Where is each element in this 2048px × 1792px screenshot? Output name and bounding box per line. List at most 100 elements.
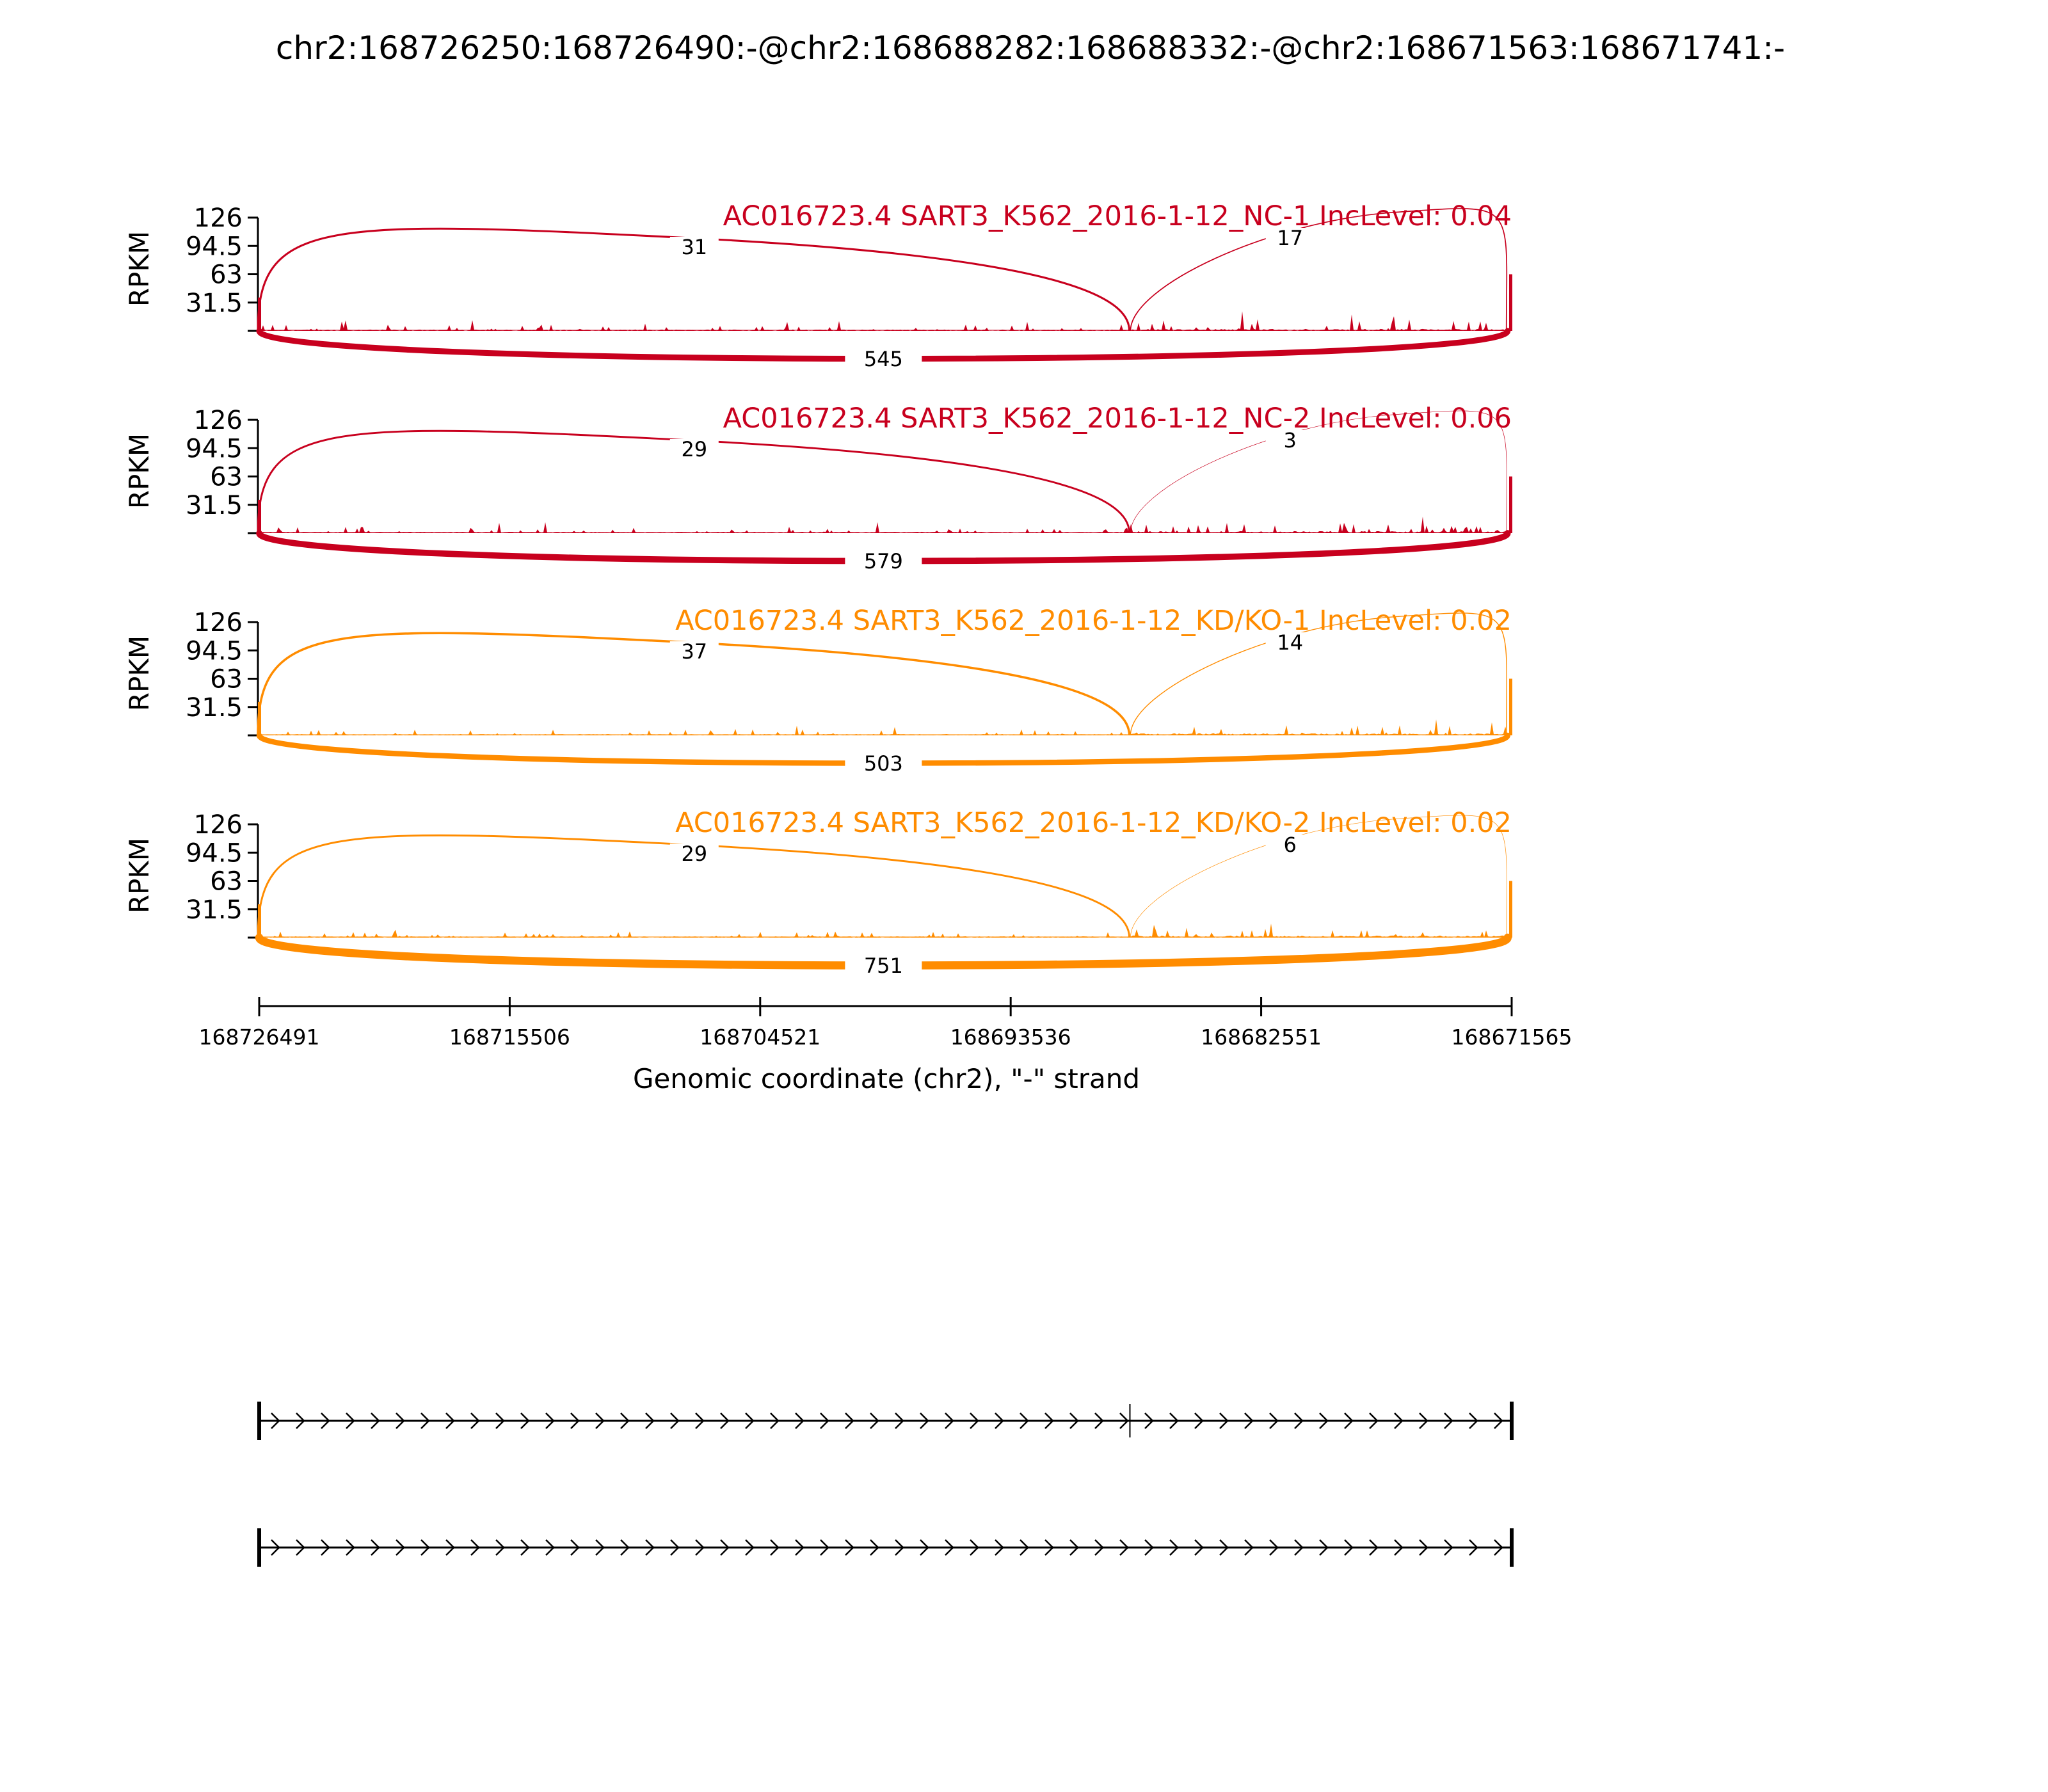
exon-block [1129,1404,1131,1437]
y-axis-label: RPKM [124,231,155,307]
strand-arrow [845,1539,854,1556]
strand-arrow [920,1539,929,1556]
junction-read-count: 579 [864,549,903,573]
junction-read-count: 17 [1277,226,1303,250]
strand-arrow [1194,1412,1204,1429]
strand-arrow [321,1412,330,1429]
strand-arrow [545,1539,555,1556]
strand-arrow [1344,1539,1354,1556]
strand-arrow [1069,1539,1079,1556]
strand-arrow [720,1412,730,1429]
y-tick-label: 63 [210,665,243,694]
strand-arrow [1494,1412,1503,1429]
strand-arrow [995,1539,1004,1556]
strand-arrow [820,1539,829,1556]
strand-arrow [520,1539,530,1556]
strand-arrow [470,1412,480,1429]
junction-read-count: 31 [681,235,707,259]
strand-arrow [870,1412,879,1429]
junction-read-count: 29 [681,842,707,866]
strand-arrow [1394,1539,1404,1556]
strand-arrow [745,1539,755,1556]
strand-arrow [970,1412,979,1429]
strand-arrow [720,1539,730,1556]
exon-coverage [1509,476,1512,533]
junction-label-bg [1265,632,1315,654]
strand-arrow [1369,1539,1379,1556]
y-tick-label: 63 [210,867,243,897]
sample-title: AC016723.4 SART3_K562_2016-1-12_NC-2 Inc… [723,403,1512,435]
strand-arrow [1269,1539,1279,1556]
isoform-track [257,1402,1514,1567]
strand-arrow [1469,1539,1478,1556]
junction-label-bg [845,751,922,778]
strand-arrow [945,1412,954,1429]
strand-arrow [1494,1539,1503,1556]
y-tick-label: 31.5 [186,491,243,520]
junction-label-bg [669,641,719,663]
strand-arrow [1169,1412,1179,1429]
exon-block [1510,1402,1514,1440]
strand-arrow [296,1412,305,1429]
exon-block [257,1528,261,1567]
strand-arrow [1144,1412,1154,1429]
strand-arrow [595,1539,605,1556]
strand-arrow [1419,1539,1428,1556]
y-tick-label: 94.5 [186,838,243,868]
strand-arrow [346,1539,355,1556]
strand-arrow [945,1539,954,1556]
x-tick-label: 168671565 [1452,1025,1572,1050]
strand-arrow [845,1412,854,1429]
strand-arrow [770,1412,780,1429]
y-tick-label: 63 [210,260,243,290]
junction-read-count: 37 [681,639,707,664]
strand-arrow [271,1539,280,1556]
strand-arrow [670,1412,680,1429]
junction-label-bg [845,346,922,373]
strand-arrow [445,1539,455,1556]
strand-arrow [795,1539,804,1556]
strand-arrow [1069,1412,1079,1429]
strand-arrow [570,1412,580,1429]
strand-arrow [695,1412,705,1429]
x-tick-label: 168726491 [199,1025,320,1050]
strand-arrow [470,1539,480,1556]
strand-arrow [1394,1412,1404,1429]
coverage-track [259,719,1512,735]
exon-coverage [1509,274,1512,331]
strand-arrow [895,1412,904,1429]
y-tick-label: 126 [194,406,243,435]
isoform [257,1402,1514,1440]
strand-arrow [1344,1412,1354,1429]
y-tick-label: 63 [210,463,243,492]
x-axis-label: Genomic coordinate (chr2), "-" strand [633,1063,1140,1094]
exon-block [1510,1528,1514,1567]
strand-arrow [420,1412,430,1429]
y-tick-label: 31.5 [186,289,243,318]
x-axis: 168726491 168715506 168704521 168693536 1686… [199,997,1572,1050]
y-tick-label: 94.5 [186,232,243,261]
y-axis-label: RPKM [124,636,155,711]
strand-arrow [1144,1539,1154,1556]
isoform [257,1528,1514,1567]
junction-arc [1130,612,1507,736]
strand-arrow [895,1539,904,1556]
exon-coverage [258,500,261,533]
strand-arrow [371,1539,380,1556]
strand-arrow [1319,1412,1329,1429]
junction-arc [1130,208,1508,332]
strand-arrow [1094,1412,1104,1429]
exon-coverage [1509,678,1512,735]
strand-arrow [1119,1539,1129,1556]
strand-arrow [1369,1412,1379,1429]
strand-arrow [1294,1539,1304,1556]
y-tick-label: 126 [194,204,243,233]
junction-label-bg [669,237,719,259]
strand-arrow [770,1539,780,1556]
strand-arrow [445,1412,455,1429]
strand-arrow [620,1412,630,1429]
strand-arrow [695,1539,705,1556]
strand-arrow [495,1539,505,1556]
